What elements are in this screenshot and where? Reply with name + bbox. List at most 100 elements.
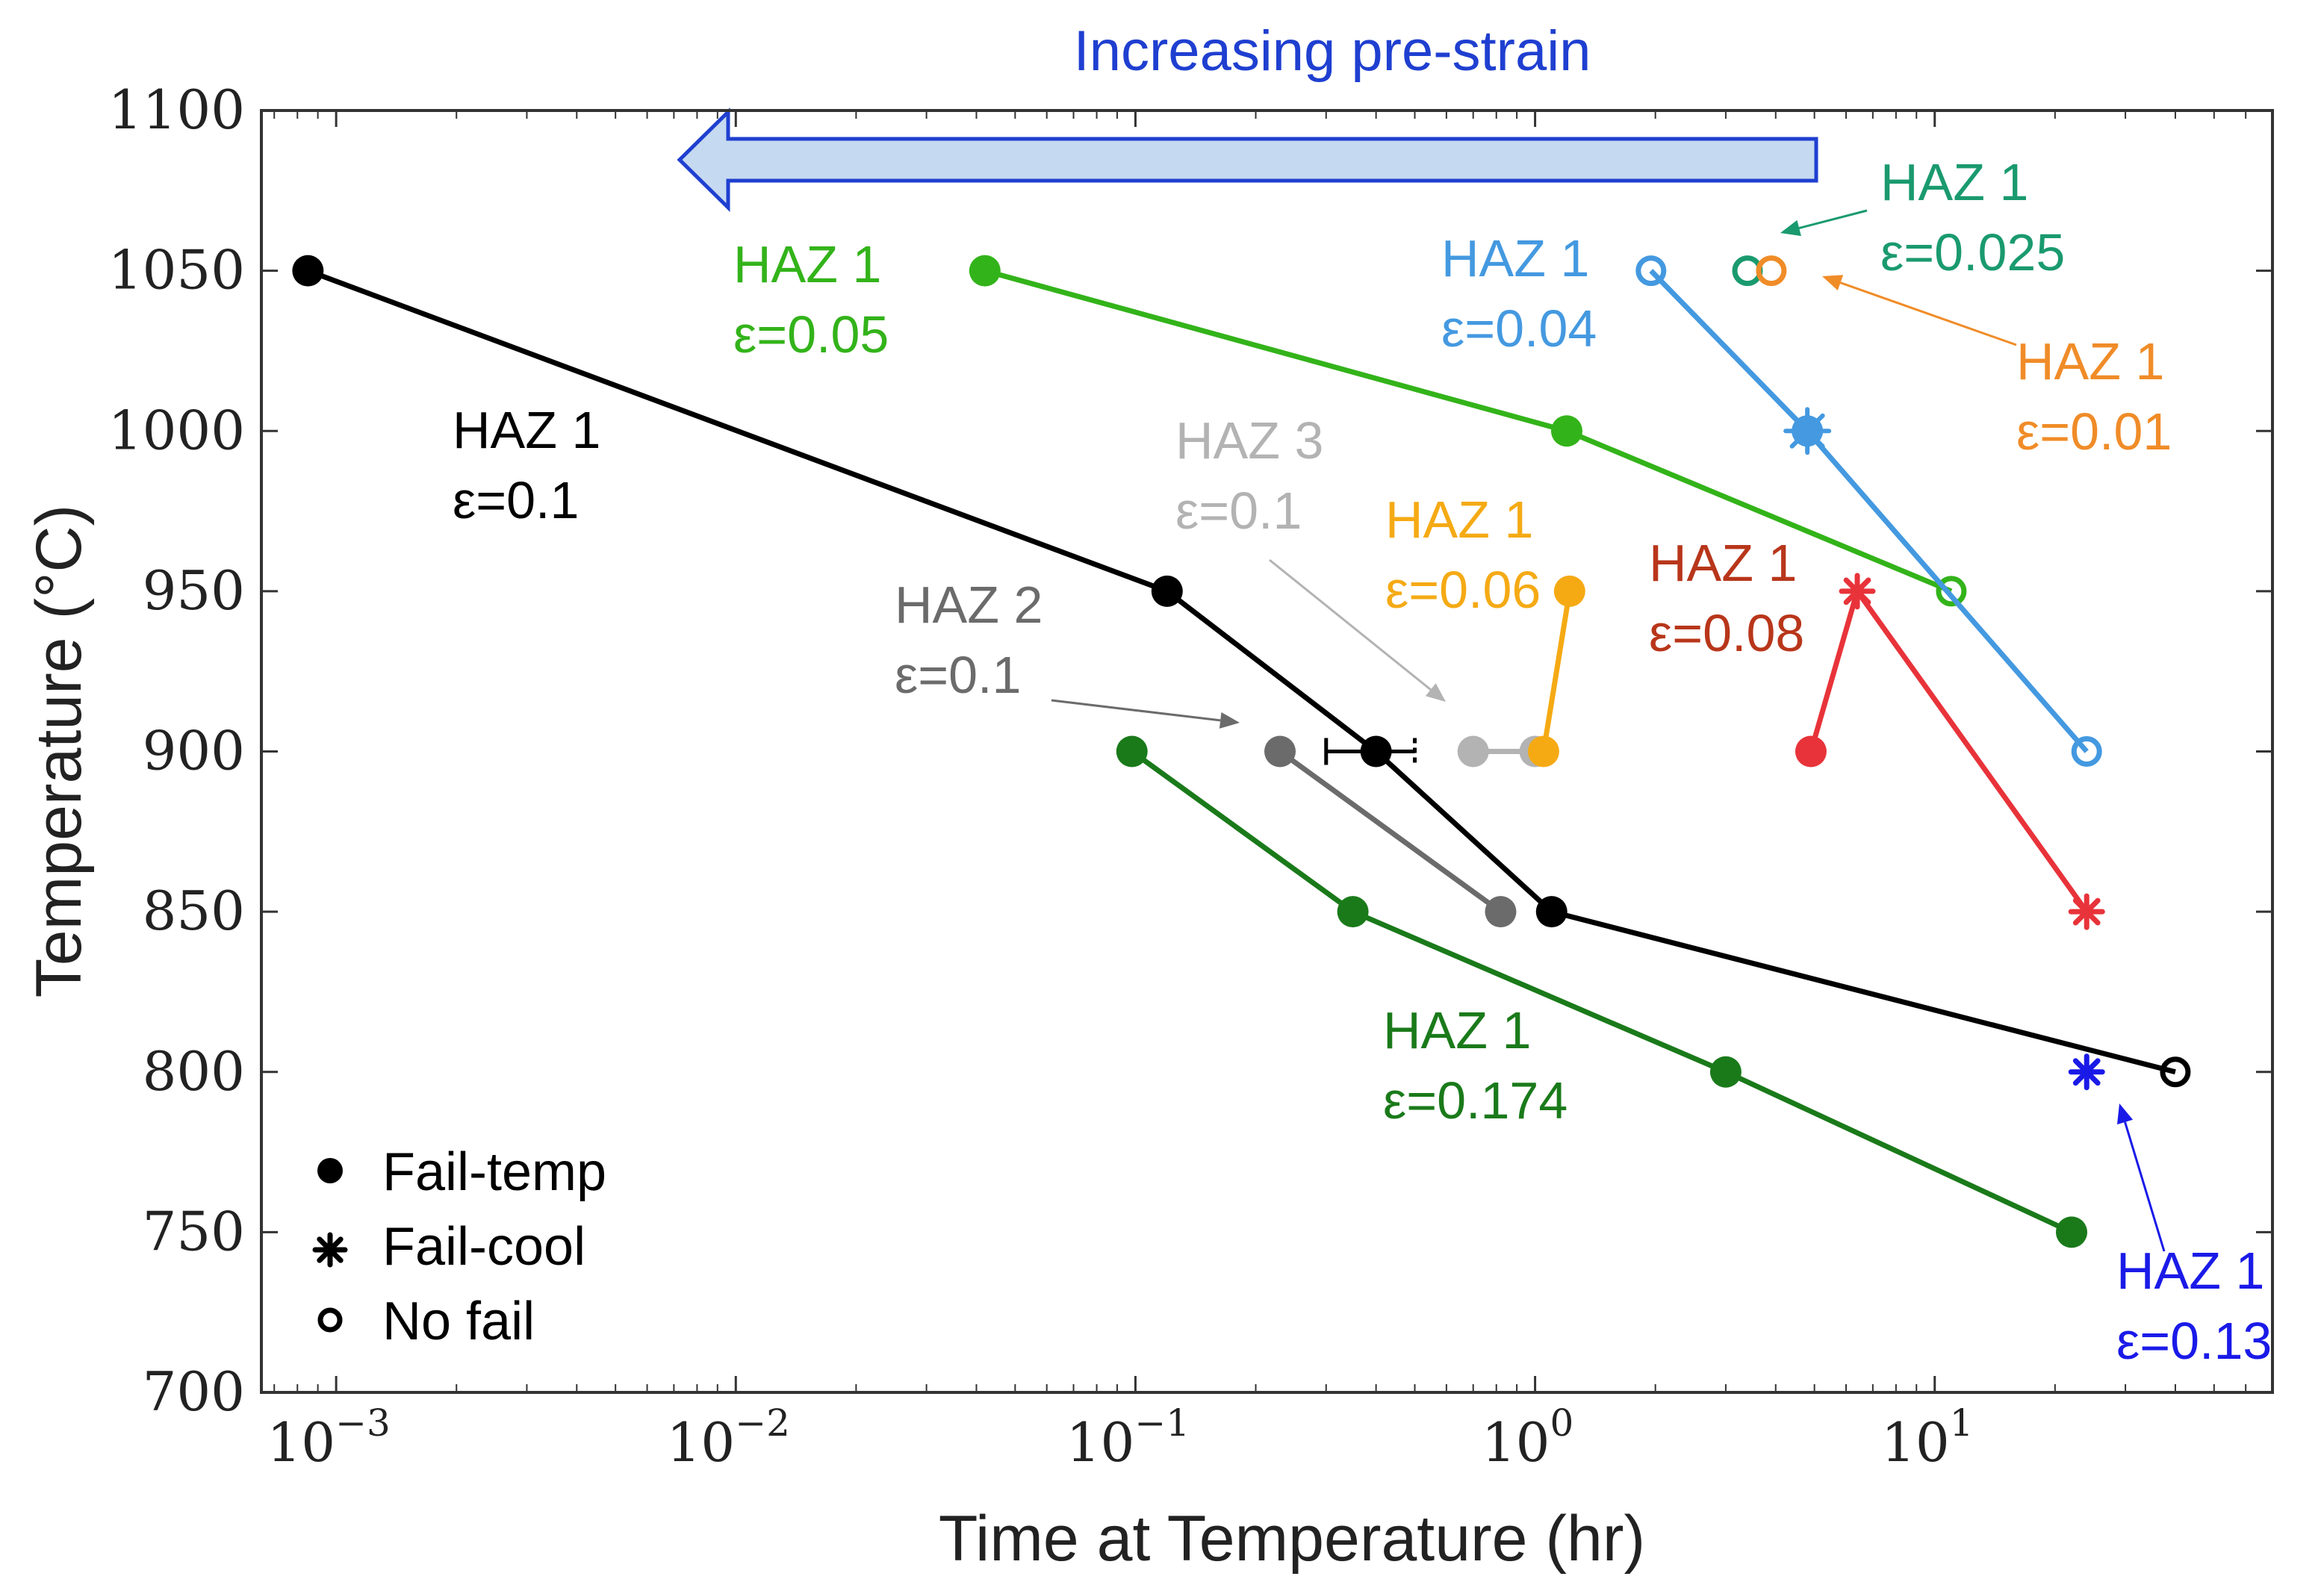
series-label-haz1-0.06-strain: ε=0.06: [1385, 561, 1541, 619]
series-label-haz1-0.174-strain: ε=0.174: [1383, 1071, 1568, 1130]
series-label-haz1-0.04-strain: ε=0.04: [1441, 299, 1597, 358]
annotation-arrow-head: [1780, 219, 1801, 237]
data-point: [1337, 896, 1369, 928]
series-haz1-0.174: [1116, 735, 2087, 1248]
x-tick-label: 10−2: [667, 1401, 790, 1474]
legend-marker-filled: [317, 1158, 343, 1183]
series-label-haz1-0.06: HAZ 1: [1385, 491, 1533, 549]
data-point: [1550, 415, 1582, 447]
x-tick-label: 10−1: [1066, 1401, 1190, 1474]
series-label-haz2-0.1: HAZ 2: [895, 576, 1043, 634]
y-axis-label: Temperature (°C): [23, 505, 95, 997]
annotation-arrow-shaft: [1269, 558, 1432, 691]
series-haz1-0.13: [2068, 1053, 2105, 1091]
annotation-arrow-haz3: [1269, 558, 1446, 702]
x-tick-label-exponent: −2: [735, 1401, 790, 1445]
marker-star: [1783, 407, 1832, 455]
data-point: [1360, 735, 1392, 768]
annotation-arrow-haz2: [1051, 699, 1240, 729]
series-label-haz2-0.1-strain: ε=0.1: [895, 646, 1021, 704]
series-layer: [292, 255, 2191, 1248]
data-point: [1457, 735, 1489, 768]
series-label-haz1-0.08-strain: ε=0.08: [1649, 604, 1804, 662]
series-label-layer: HAZ 1 ε=0.1 HAZ 1 ε=0.05 HAZ 1 ε=0.04 HAZ 1 ε=0…: [453, 153, 2272, 1370]
data-point: [2068, 1053, 2105, 1091]
series-label-haz1-0.01: HAZ 1: [2016, 332, 2164, 390]
series-haz1-0.04: [1635, 255, 2102, 767]
legend-entry-0: Fail-temp: [317, 1142, 606, 1202]
data-point: [1527, 735, 1559, 768]
data-point: [1936, 576, 1967, 607]
series-haz1-0.01: [1756, 255, 1787, 287]
x-tick-label-base: 10: [667, 1411, 736, 1474]
data-point: [1151, 575, 1183, 607]
annotation-arrow-shaft: [2124, 1121, 2166, 1252]
annotation-arrow-0.01: [1822, 275, 2017, 346]
data-point: [1709, 1056, 1742, 1088]
pre-strain-arrow-group: Increasing pre-strain: [677, 19, 1818, 212]
legend-entry-2: No fail: [317, 1292, 535, 1351]
y-tick-label: 1000: [108, 399, 245, 461]
legend: Fail-temp Fail-cool No fail: [312, 1142, 606, 1351]
x-tick-label-base: 10: [1482, 1411, 1550, 1474]
annotation-arrow-shaft: [1798, 209, 1868, 229]
series-label-haz1-0.05: HAZ 1: [733, 235, 881, 293]
x-tick-label: 100: [1482, 1401, 1573, 1474]
legend-entry-1: Fail-cool: [312, 1217, 585, 1277]
x-tick-label-exponent: 0: [1550, 1401, 1573, 1445]
series-label-haz1-0.025: HAZ 1: [1880, 153, 2028, 211]
annotation-arrow-0.025: [1780, 209, 1868, 237]
annotation-arrow-0.13: [2117, 1103, 2166, 1252]
series-line: [1541, 591, 1573, 753]
plot-area-frame: [260, 109, 2274, 1394]
series-label-haz1-0.04: HAZ 1: [1441, 229, 1589, 287]
data-point: [2055, 1216, 2087, 1248]
series-label-haz1-0.13-strain: ε=0.13: [2116, 1312, 2272, 1370]
data-point: [2068, 893, 2105, 930]
series-label-haz1-0.174: HAZ 1: [1383, 1001, 1531, 1059]
series-label-haz3-0.1-strain: ε=0.1: [1175, 482, 1302, 540]
y-tick-label: 700: [143, 1360, 245, 1423]
series-line: [1130, 749, 2073, 1235]
series-haz2-0.1: [1264, 735, 1517, 928]
x-tick-label-exponent: 1: [1950, 1401, 1974, 1445]
data-point: [1839, 573, 1876, 610]
series-line: [1278, 749, 1503, 914]
axis-labels: Time at Temperature (hr) Temperature (°C…: [23, 505, 1645, 1575]
legend-marker-star: [312, 1232, 348, 1268]
y-tick-label: 750: [143, 1200, 245, 1262]
annotation-arrow-shaft: [1051, 699, 1221, 722]
data-point: [969, 255, 1001, 287]
y-tick-label: 850: [143, 879, 245, 942]
series-label-haz1-0.025-strain: ε=0.025: [1880, 223, 2065, 281]
data-point: [1635, 255, 1667, 287]
x-axis-label: Time at Temperature (hr): [939, 1503, 1645, 1575]
series-label-haz3-0.1: HAZ 3: [1175, 411, 1323, 470]
data-point: [1535, 896, 1568, 928]
pre-strain-arrow: [677, 108, 1818, 212]
series-haz1-0.08: [1795, 573, 2105, 930]
series-label-haz1-0.01-strain: ε=0.01: [2016, 402, 2172, 461]
data-point: [1485, 896, 1517, 928]
x-tick-label-exponent: −1: [1134, 1401, 1190, 1445]
series-label-haz1-0.1: HAZ 1: [453, 401, 600, 459]
data-point: [2160, 1056, 2191, 1088]
series-label-haz1-0.08: HAZ 1: [1649, 534, 1797, 592]
series-haz1-0.1: [292, 255, 2191, 1088]
y-tick-label: 900: [143, 720, 245, 782]
x-tick-label-base: 10: [1066, 1411, 1135, 1474]
y-tick-label: 1100: [108, 78, 245, 141]
data-point: [1264, 735, 1296, 768]
data-point: [1795, 735, 1827, 768]
series-line: [307, 268, 2176, 1075]
annotation-arrow-head: [2117, 1103, 2134, 1125]
data-point: [2071, 736, 2102, 767]
x-tick-label: 10−3: [267, 1401, 390, 1474]
annotation-arrow-shaft: [1840, 281, 2017, 346]
x-tick-label: 101: [1881, 1401, 1973, 1474]
series-haz1-0.05: [969, 255, 1967, 607]
series-line: [1808, 585, 2090, 914]
data-point: [1116, 735, 1148, 768]
x-tick-label-base: 10: [1881, 1411, 1950, 1474]
